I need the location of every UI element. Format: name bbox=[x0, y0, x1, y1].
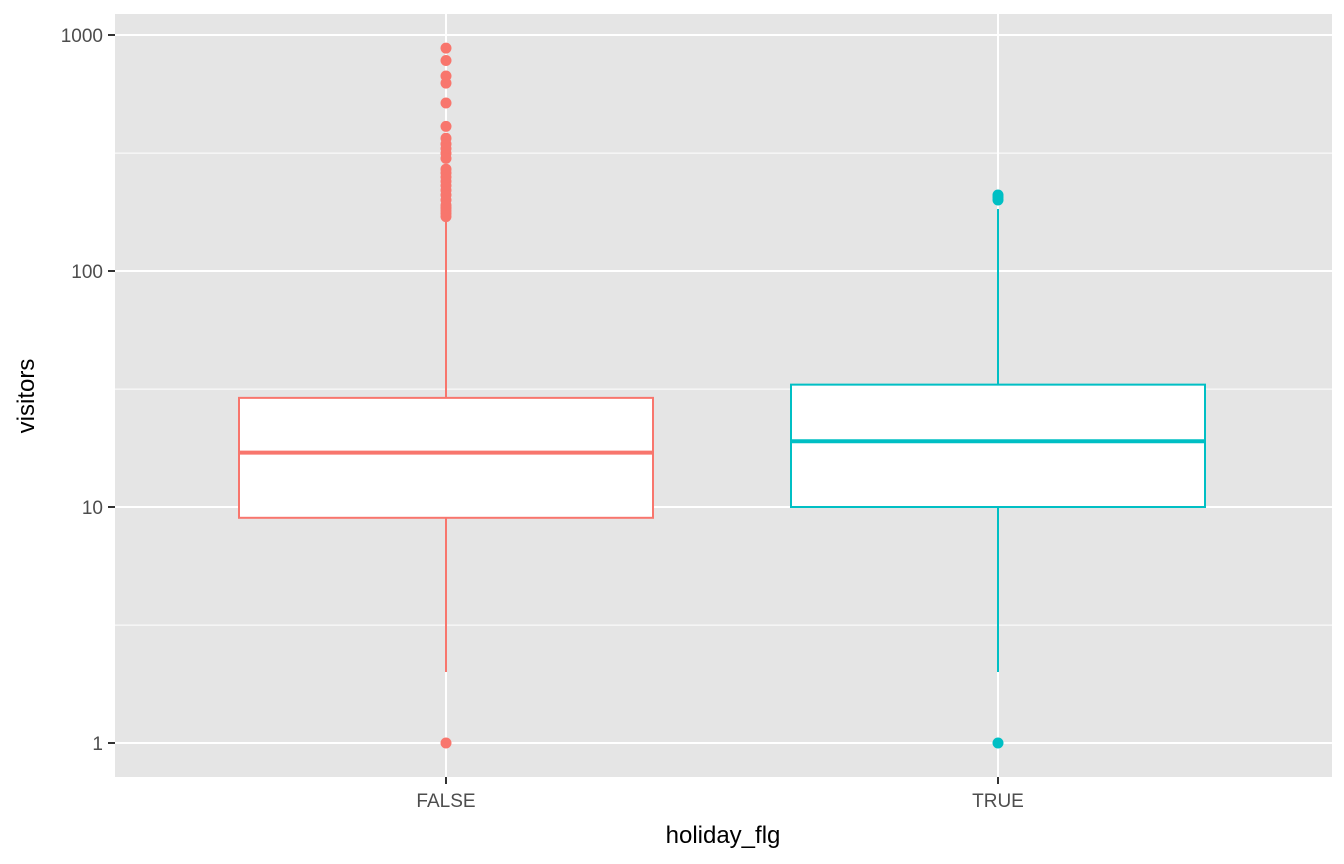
outlier-point-false bbox=[440, 737, 452, 749]
outlier-point-false bbox=[440, 120, 452, 132]
y-tick-label: 1 bbox=[92, 734, 103, 755]
y-tick-label: 100 bbox=[71, 262, 103, 283]
outlier-point-true bbox=[992, 189, 1004, 201]
y-tick-label: 1000 bbox=[61, 26, 103, 47]
outlier-point-false bbox=[440, 42, 452, 54]
box-false bbox=[238, 396, 654, 519]
outlier-point-false bbox=[440, 97, 452, 109]
axes: 1 10 100 1000 FALSE TRUE bbox=[61, 26, 1024, 812]
x-axis-title: holiday_flg bbox=[666, 822, 781, 849]
box-true bbox=[790, 383, 1206, 508]
y-tick-label: 10 bbox=[82, 498, 103, 519]
outlier-point-false bbox=[440, 132, 452, 144]
outlier-points bbox=[440, 42, 1004, 749]
outlier-point-false bbox=[440, 54, 452, 66]
x-tick-label: TRUE bbox=[972, 791, 1024, 812]
y-axis-title: visitors bbox=[13, 359, 40, 434]
outlier-point-false bbox=[440, 70, 452, 82]
x-tick-label: FALSE bbox=[416, 791, 475, 812]
outlier-point-false bbox=[440, 163, 452, 175]
boxes bbox=[238, 209, 1206, 672]
outlier-point-true bbox=[992, 737, 1004, 749]
